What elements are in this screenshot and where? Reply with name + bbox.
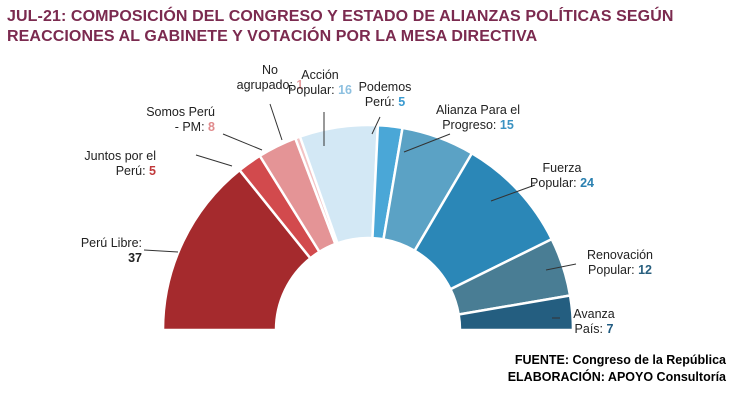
value-alianza-para-el-progreso: 15 xyxy=(500,118,514,132)
callout-line-podemos-peru xyxy=(371,116,381,135)
label-text-no-agrupado: No xyxy=(262,63,278,77)
label-text-no-agrupado: agrupado: 1 xyxy=(237,78,304,92)
label-text-avanza-pais: País: 7 xyxy=(575,322,614,336)
value-podemos-peru: 5 xyxy=(398,95,405,109)
value-peru-libre: 37 xyxy=(128,251,142,265)
label-text-somos-peru-pm: - PM: 8 xyxy=(175,120,215,134)
label-text-juntos-por-el-peru: Perú: 5 xyxy=(116,164,156,178)
label-text-somos-peru-pm: Somos Perú xyxy=(146,105,215,119)
callout-line-somos-peru-pm xyxy=(222,133,263,151)
callout-line-peru-libre xyxy=(143,249,179,253)
source-note: FUENTE: Congreso de la República xyxy=(514,353,726,367)
label-text-podemos-peru: Podemos xyxy=(359,80,412,94)
value-accion-popular: 16 xyxy=(338,83,352,97)
label-text-accion-popular: Acción xyxy=(301,68,339,82)
value-renovacion-popular: 12 xyxy=(638,263,652,277)
label-text-avanza-pais: Avanza xyxy=(573,307,615,321)
value-no-agrupado: 1 xyxy=(296,78,303,92)
label-text-podemos-peru: Perú: 5 xyxy=(365,95,405,109)
label-text-fuerza-popular: Fuerza xyxy=(543,161,582,175)
callout-line-renovacion-popular xyxy=(545,263,577,271)
label-text-alianza-para-el-progreso: Progreso: 15 xyxy=(442,118,514,132)
callout-line-juntos-por-el-peru xyxy=(195,154,233,167)
label-text-juntos-por-el-peru: Juntos por el xyxy=(84,149,156,163)
value-juntos-por-el-peru: 5 xyxy=(149,164,156,178)
callout-line-alianza-para-el-progreso xyxy=(403,133,451,153)
label-text-renovacion-popular: Popular: 12 xyxy=(588,263,652,277)
value-avanza-pais: 7 xyxy=(607,322,614,336)
value-fuerza-popular: 24 xyxy=(580,176,594,190)
segment-peru-libre xyxy=(161,168,313,332)
label-somos-peru-pm: Somos Perú- PM: 8 xyxy=(146,105,215,134)
label-text-peru-libre: Perú Libre: xyxy=(81,236,142,250)
segment-avanza-pais xyxy=(457,294,575,332)
value-somos-peru-pm: 8 xyxy=(208,120,215,134)
label-text-accion-popular: Popular: 16 xyxy=(288,83,352,97)
label-text-renovacion-popular: Renovación xyxy=(587,248,653,262)
label-peru-libre: Perú Libre:37 xyxy=(81,236,142,265)
callout-line-fuerza-popular xyxy=(490,184,536,202)
credit-note: ELABORACIÓN: APOYO Consultoría xyxy=(507,370,726,384)
chart-title-line-1: JUL-21: COMPOSICIÓN DEL CONGRESO Y ESTAD… xyxy=(7,8,674,25)
label-text-fuerza-popular: Popular: 24 xyxy=(530,176,594,190)
callout-line-no-agrupado xyxy=(269,103,283,141)
chart-title-line-2: REACCIONES AL GABINETE Y VOTACIÓN POR LA… xyxy=(7,28,538,45)
label-text-alianza-para-el-progreso: Alianza Para el xyxy=(436,103,520,117)
